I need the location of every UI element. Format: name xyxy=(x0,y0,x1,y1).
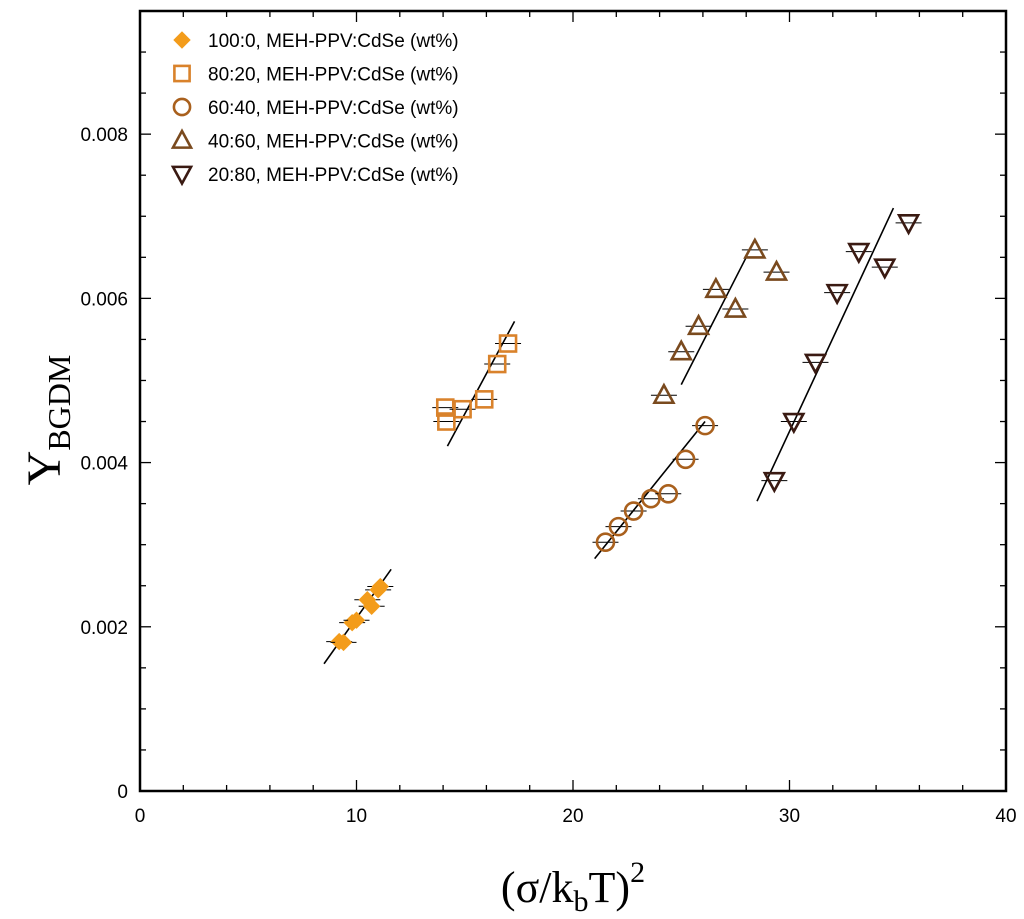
x-axis-label: (σ/kbT)2 xyxy=(501,856,645,918)
legend-marker xyxy=(172,97,192,117)
svg-text:ΥBGDM: ΥBGDM xyxy=(18,355,77,486)
y-axis-label: ΥBGDM xyxy=(18,355,77,486)
data-point xyxy=(669,339,693,361)
y-tick-label: 0.008 xyxy=(80,125,128,146)
data-point xyxy=(695,415,715,436)
data-points xyxy=(326,214,922,652)
legend-marker xyxy=(173,31,191,49)
y-tick-label: 0 xyxy=(117,782,128,803)
x-tick-label: 30 xyxy=(779,806,800,827)
data-point xyxy=(498,334,518,353)
data-point xyxy=(743,237,767,259)
x-tick-label: 10 xyxy=(346,806,367,827)
data-point xyxy=(453,399,472,419)
data-point xyxy=(474,390,494,409)
data-point xyxy=(723,296,748,318)
y-axis-label-sub: BGDM xyxy=(41,355,77,451)
legend: 100:0, MEH-PPV:CdSe (wt%) 80:20, MEH-PPV:… xyxy=(170,31,459,187)
x-tick-label: 20 xyxy=(562,806,583,827)
data-point xyxy=(825,283,849,306)
data-point xyxy=(435,398,455,417)
x-axis-label-main: (σ/k xyxy=(501,863,574,912)
data-point xyxy=(675,449,696,470)
data-point xyxy=(686,313,711,336)
y-tick-labels: 0 0.002 0.004 0.006 0.008 xyxy=(80,125,128,803)
data-point xyxy=(371,577,390,596)
data-point xyxy=(487,354,507,374)
data-point xyxy=(704,276,728,299)
data-point xyxy=(658,483,679,504)
plot-frame xyxy=(138,9,1008,793)
legend-marker xyxy=(173,64,191,83)
x-axis-label-sub: b xyxy=(574,885,589,918)
data-point xyxy=(652,382,676,405)
legend-label: 20:80, MEH-PPV:CdSe (wt%) xyxy=(208,165,459,186)
data-point xyxy=(595,532,616,553)
data-point xyxy=(803,353,828,376)
fit-line xyxy=(446,320,516,447)
fit-line xyxy=(680,256,747,385)
data-point xyxy=(782,412,806,435)
x-tick-label: 40 xyxy=(995,806,1016,827)
legend-marker xyxy=(170,165,194,187)
axis-ticks xyxy=(139,10,1007,792)
data-point xyxy=(608,516,629,537)
data-point xyxy=(847,242,871,265)
y-tick-label: 0.006 xyxy=(80,289,128,310)
data-point xyxy=(873,258,897,280)
x-axis-label-tail: T) xyxy=(589,863,631,912)
legend-marker xyxy=(170,128,194,149)
data-point xyxy=(896,214,921,236)
legend-label: 100:0, MEH-PPV:CdSe (wt%) xyxy=(208,31,459,52)
data-point xyxy=(764,259,789,281)
data-point xyxy=(623,501,644,521)
data-point xyxy=(347,611,366,629)
y-tick-label: 0.002 xyxy=(80,618,128,639)
legend-label: 60:40, MEH-PPV:CdSe (wt%) xyxy=(208,98,459,119)
x-axis-label-sup: 2 xyxy=(630,856,645,889)
data-point xyxy=(437,412,456,431)
data-point xyxy=(641,488,661,509)
data-point xyxy=(762,471,787,494)
x-tick-labels: 0 10 20 30 40 xyxy=(135,806,1017,827)
legend-label: 40:60, MEH-PPV:CdSe (wt%) xyxy=(208,132,459,153)
x-tick-label: 0 xyxy=(135,806,146,827)
fit-lines xyxy=(323,207,895,665)
data-point xyxy=(362,597,381,615)
y-axis-label-main: Υ xyxy=(18,451,71,486)
legend-label: 80:20, MEH-PPV:CdSe (wt%) xyxy=(208,65,459,86)
y-tick-label: 0.004 xyxy=(80,454,128,475)
data-point xyxy=(334,633,353,652)
